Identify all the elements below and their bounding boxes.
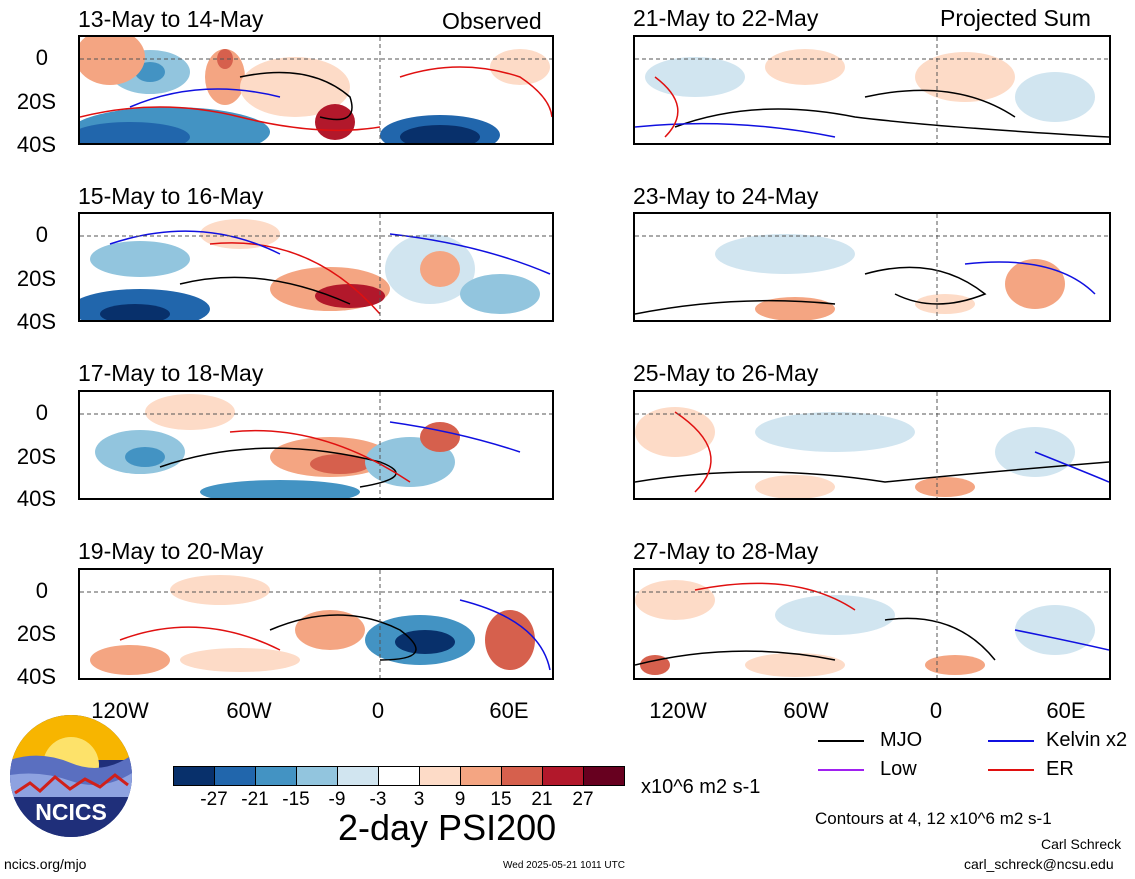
kelvin-legend-line	[988, 740, 1034, 742]
x-tick-label: 0	[929, 698, 943, 723]
panel-title: 23-May to 24-May	[633, 183, 819, 209]
y-tick-label: 20S	[16, 89, 56, 114]
contours-note: Contours at 4, 12 x10^6 m2 s-1	[815, 809, 1052, 828]
legend-label-mjo: MJO	[880, 729, 923, 751]
y-tick-label: 40S	[16, 132, 56, 157]
author: Carl Schreck	[1041, 836, 1122, 852]
timestamp: Wed 2025-05-21 1011 UTC	[503, 860, 625, 871]
observed-header: Observed	[442, 8, 542, 34]
y-tick-label: 20S	[16, 444, 56, 469]
y-tick-label: 0	[35, 222, 48, 247]
colorbar-label: 27	[572, 789, 594, 810]
colorbar-swatch	[542, 766, 584, 786]
logo-text: NCICS	[35, 799, 107, 825]
colorbar-swatch	[419, 766, 461, 786]
colorbar-label: -3	[369, 789, 387, 810]
y-tick-label: 0	[35, 400, 48, 425]
panel-title: 21-May to 22-May	[633, 5, 819, 31]
map-panel-projected-2	[633, 212, 1111, 322]
map-panel-projected-1	[633, 35, 1111, 145]
colorbar-label: 9	[454, 789, 466, 810]
mjo-legend-line	[818, 740, 864, 742]
y-tick-label: 40S	[16, 664, 56, 689]
legend-label-kelvin: Kelvin x2	[1046, 729, 1128, 751]
panel-title: 17-May to 18-May	[78, 360, 264, 386]
colorbar-label: -9	[328, 789, 346, 810]
ncics-logo: NCICS	[10, 715, 132, 837]
y-tick-label: 20S	[16, 621, 56, 646]
colorbar-swatch	[501, 766, 543, 786]
email-link[interactable]: carl_schreck@ncsu.edu	[964, 856, 1114, 872]
y-tick-label: 20S	[16, 266, 56, 291]
panel-title: 25-May to 26-May	[633, 360, 819, 386]
low-legend-line	[818, 769, 864, 771]
panel-title: 27-May to 28-May	[633, 538, 819, 564]
legend-label-low: Low	[880, 758, 917, 780]
projected-header: Projected Sum	[940, 5, 1091, 31]
y-tick-label: 0	[35, 578, 48, 603]
x-tick-label: 0	[371, 698, 385, 723]
site-link[interactable]: ncics.org/mjo	[4, 856, 87, 872]
colorbar-label: 15	[490, 789, 512, 810]
colorbar-label: -15	[282, 789, 310, 810]
er-legend-line	[988, 769, 1034, 771]
colorbar-label: -27	[200, 789, 228, 810]
colorbar-units: x10^6 m2 s-1	[641, 776, 761, 798]
colorbar-swatch	[460, 766, 502, 786]
y-tick-label: 40S	[16, 486, 56, 511]
y-tick-label: 40S	[16, 309, 56, 334]
colorbar-swatch	[337, 766, 379, 786]
map-panel-observed-2	[78, 212, 554, 322]
map-panel-observed-3	[78, 390, 554, 500]
main-title: 2-day PSI200	[338, 807, 557, 848]
colorbar-label: -21	[241, 789, 269, 810]
colorbar-swatch	[583, 766, 625, 786]
map-panel-observed-1	[78, 35, 554, 145]
colorbar-swatch	[255, 766, 297, 786]
x-tick-label: 60E	[489, 698, 529, 723]
x-tick-label: 120W	[649, 698, 707, 723]
y-tick-label: 0	[35, 45, 48, 70]
x-tick-label: 60E	[1046, 698, 1086, 723]
colorbar-label: 21	[531, 789, 553, 810]
x-tick-label: 60W	[226, 698, 272, 723]
panel-title: 13-May to 14-May	[78, 6, 264, 32]
map-panel-projected-4	[633, 568, 1111, 680]
colorbar-swatch	[173, 766, 215, 786]
colorbar	[173, 766, 625, 786]
colorbar-swatch	[296, 766, 338, 786]
map-panel-projected-3	[633, 390, 1111, 500]
x-tick-label: 60W	[783, 698, 829, 723]
panel-title: 19-May to 20-May	[78, 538, 264, 564]
colorbar-label: 3	[413, 789, 425, 810]
legend-label-er: ER	[1046, 758, 1074, 780]
map-panel-observed-4	[78, 568, 554, 680]
x-tick-label: 120W	[91, 698, 149, 723]
colorbar-swatch	[378, 766, 420, 786]
colorbar-swatch	[214, 766, 256, 786]
panel-title: 15-May to 16-May	[78, 183, 264, 209]
